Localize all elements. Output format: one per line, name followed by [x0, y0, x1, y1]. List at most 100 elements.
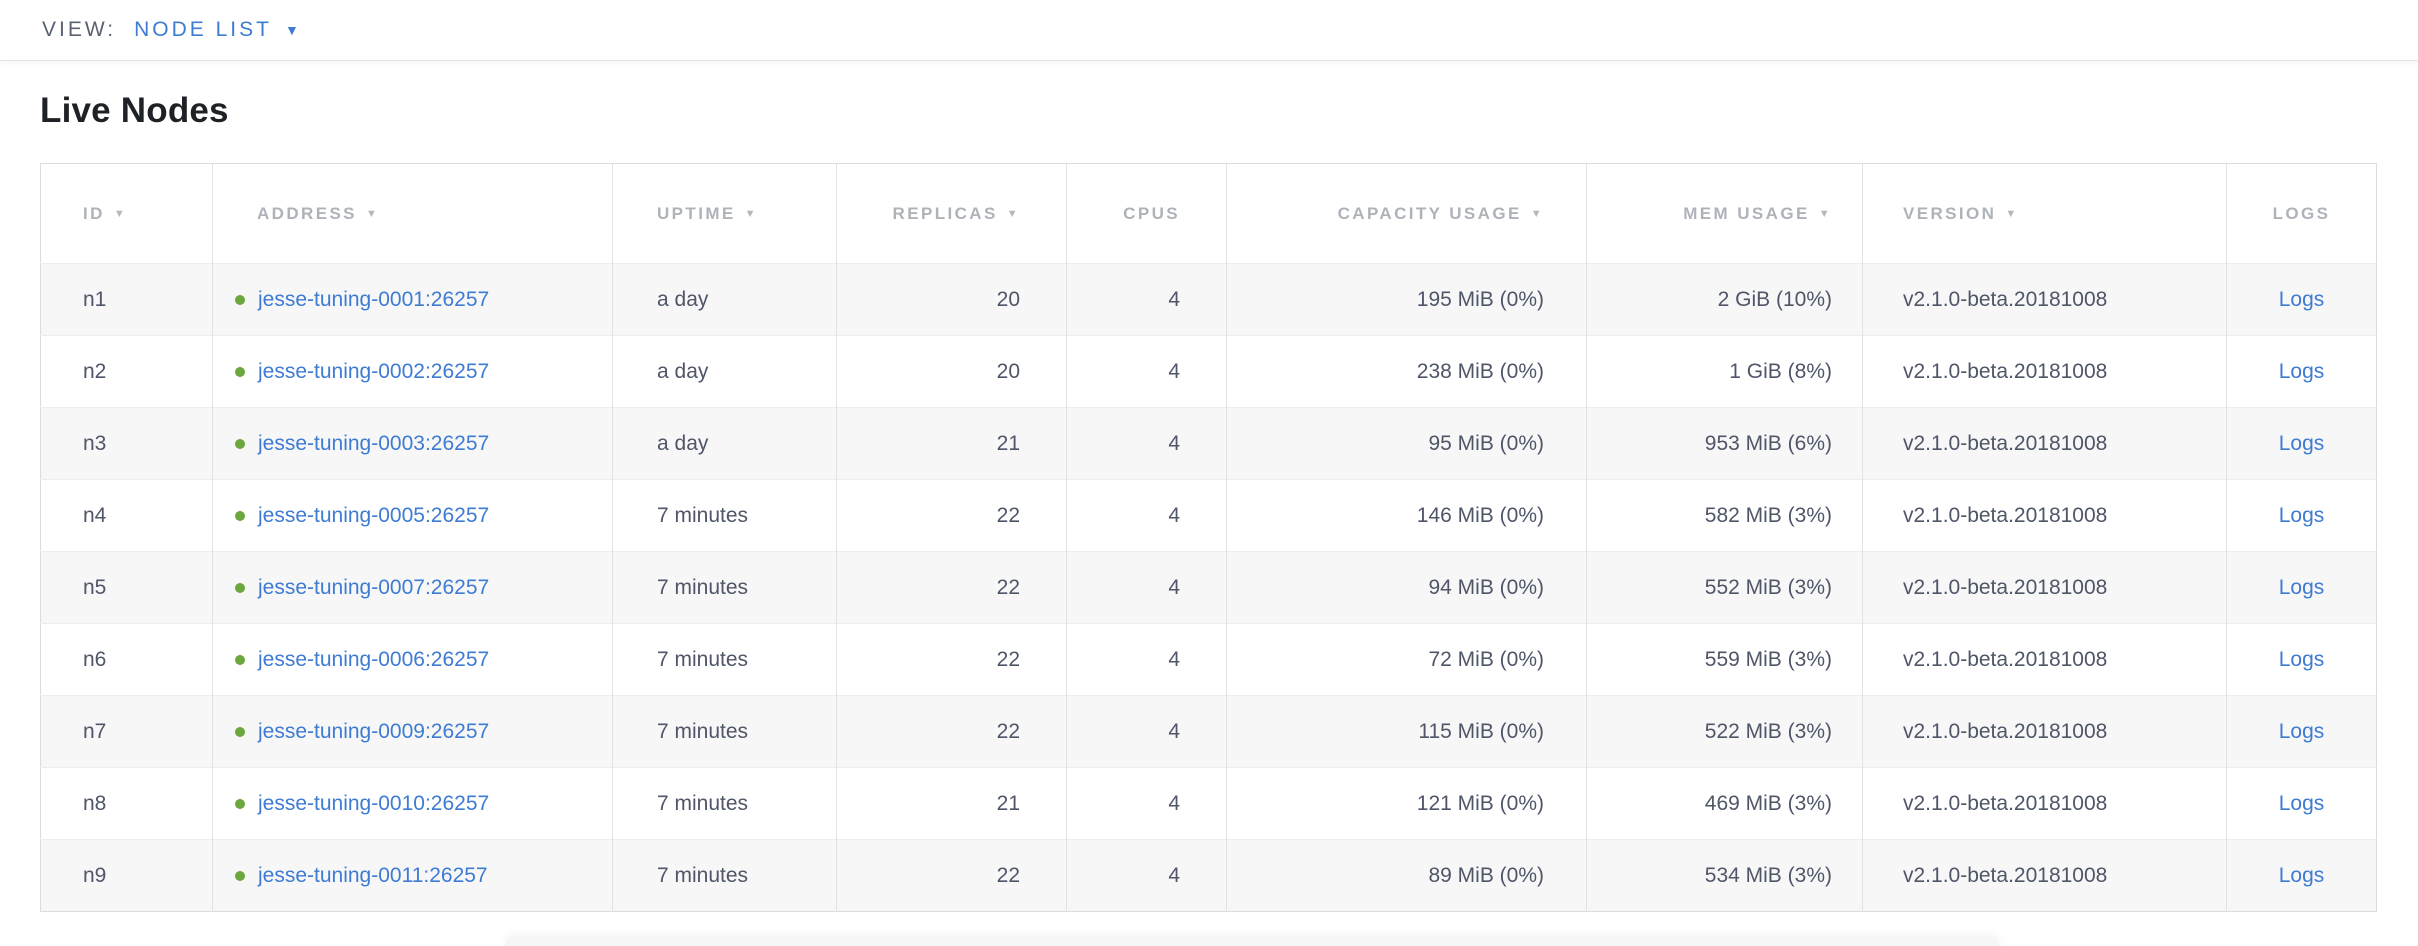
- column-header-label: CPUS: [1123, 203, 1180, 223]
- cell-version: v2.1.0-beta.20181008: [1862, 551, 2227, 624]
- logs-link[interactable]: Logs: [2278, 791, 2325, 815]
- column-header-label: LOGS: [2272, 203, 2331, 223]
- node-address-link[interactable]: jesse-tuning-0007:26257: [258, 575, 490, 599]
- column-header-mem[interactable]: MEM USAGE ▼: [1586, 163, 1863, 264]
- cell-capacity: 121 MiB (0%): [1226, 767, 1587, 840]
- node-status-dot: [235, 870, 245, 881]
- node-address-link[interactable]: jesse-tuning-0005:26257: [258, 503, 490, 527]
- column-header-logs: LOGS: [2226, 163, 2377, 264]
- cell-version: v2.1.0-beta.20181008: [1862, 479, 2227, 552]
- cell-version: v2.1.0-beta.20181008: [1862, 335, 2227, 408]
- node-address-link[interactable]: jesse-tuning-0010:26257: [258, 791, 490, 815]
- cell-replicas: 22: [836, 551, 1067, 624]
- cell-mem: 582 MiB (3%): [1586, 479, 1863, 552]
- cell-id: n9: [40, 839, 213, 912]
- sort-desc-icon: ▼: [2005, 207, 2019, 220]
- logs-link[interactable]: Logs: [2278, 359, 2325, 383]
- column-header-address[interactable]: ADDRESS ▼: [212, 163, 613, 264]
- cell-mem: 559 MiB (3%): [1586, 623, 1863, 696]
- column-header-replicas[interactable]: REPLICAS ▼: [836, 163, 1067, 264]
- column-header-label: CAPACITY USAGE: [1337, 203, 1522, 223]
- cell-cpus: 4: [1066, 407, 1227, 480]
- cell-mem: 552 MiB (3%): [1586, 551, 1863, 624]
- cell-cpus: 4: [1066, 839, 1227, 912]
- cell-mem: 522 MiB (3%): [1586, 695, 1863, 768]
- node-address-link[interactable]: jesse-tuning-0011:26257: [258, 863, 488, 887]
- cell-id: n8: [40, 767, 213, 840]
- cell-logs: Logs: [2226, 695, 2377, 768]
- table-body: n1 jesse-tuning-0001:26257 a day 20 4 195 MiB…: [40, 263, 2377, 912]
- column-header-uptime[interactable]: UPTIME ▼: [612, 163, 837, 264]
- node-status-dot: [235, 294, 245, 305]
- node-status-dot: [235, 582, 245, 593]
- cell-version: v2.1.0-beta.20181008: [1862, 839, 2227, 912]
- cell-address: jesse-tuning-0006:26257: [212, 623, 613, 696]
- cell-cpus: 4: [1066, 335, 1227, 408]
- cell-address: jesse-tuning-0005:26257: [212, 479, 613, 552]
- node-address-link[interactable]: jesse-tuning-0009:26257: [258, 719, 490, 743]
- cell-id: n2: [40, 335, 213, 408]
- cell-id: n7: [40, 695, 213, 768]
- cell-version: v2.1.0-beta.20181008: [1862, 407, 2227, 480]
- column-header-label: ID: [83, 203, 105, 223]
- logs-link[interactable]: Logs: [2278, 863, 2325, 887]
- cell-address: jesse-tuning-0011:26257: [212, 839, 613, 912]
- cell-logs: Logs: [2226, 335, 2377, 408]
- live-nodes-table: ID ▼ ADDRESS ▼ UPTIME ▼ REPLICAS ▼ CPUS CAPACITY …: [40, 163, 2377, 912]
- node-row-n7: n7 jesse-tuning-0009:26257 7 minutes 22 4 115…: [40, 695, 2377, 768]
- cell-logs: Logs: [2226, 623, 2377, 696]
- view-dropdown[interactable]: NODE LIST ▼: [134, 18, 299, 42]
- cell-capacity: 94 MiB (0%): [1226, 551, 1587, 624]
- column-header-label: UPTIME: [657, 203, 736, 223]
- logs-link[interactable]: Logs: [2278, 503, 2325, 527]
- cell-replicas: 21: [836, 407, 1067, 480]
- column-header-version[interactable]: VERSION ▼: [1862, 163, 2227, 264]
- node-status-dot: [235, 798, 245, 809]
- cell-replicas: 20: [836, 263, 1067, 336]
- cell-uptime: 7 minutes: [612, 695, 837, 768]
- logs-link[interactable]: Logs: [2278, 287, 2325, 311]
- cell-capacity: 89 MiB (0%): [1226, 839, 1587, 912]
- cell-id: n4: [40, 479, 213, 552]
- cell-id: n1: [40, 263, 213, 336]
- node-address-link[interactable]: jesse-tuning-0006:26257: [258, 647, 490, 671]
- node-status-dot: [235, 438, 245, 449]
- node-row-n8: n8 jesse-tuning-0010:26257 7 minutes 21 4 121…: [40, 767, 2377, 840]
- cell-logs: Logs: [2226, 479, 2377, 552]
- node-address-link[interactable]: jesse-tuning-0002:26257: [258, 359, 490, 383]
- column-header-capacity[interactable]: CAPACITY USAGE ▼: [1226, 163, 1587, 264]
- cell-logs: Logs: [2226, 551, 2377, 624]
- cell-address: jesse-tuning-0003:26257: [212, 407, 613, 480]
- cell-id: n6: [40, 623, 213, 696]
- cell-cpus: 4: [1066, 767, 1227, 840]
- logs-link[interactable]: Logs: [2278, 575, 2325, 599]
- cell-cpus: 4: [1066, 479, 1227, 552]
- node-row-n6: n6 jesse-tuning-0006:26257 7 minutes 22 4 72 …: [40, 623, 2377, 696]
- node-status-dot: [235, 726, 245, 737]
- cell-address: jesse-tuning-0009:26257: [212, 695, 613, 768]
- cell-capacity: 238 MiB (0%): [1226, 335, 1587, 408]
- chevron-down-icon: ▼: [284, 22, 299, 38]
- node-address-link[interactable]: jesse-tuning-0001:26257: [258, 287, 490, 311]
- node-address-link[interactable]: jesse-tuning-0003:26257: [258, 431, 490, 455]
- cell-capacity: 146 MiB (0%): [1226, 479, 1587, 552]
- cell-capacity: 195 MiB (0%): [1226, 263, 1587, 336]
- cell-replicas: 22: [836, 479, 1067, 552]
- node-status-dot: [235, 654, 245, 665]
- cell-uptime: 7 minutes: [612, 479, 837, 552]
- logs-link[interactable]: Logs: [2278, 647, 2325, 671]
- logs-link[interactable]: Logs: [2278, 719, 2325, 743]
- node-row-n5: n5 jesse-tuning-0007:26257 7 minutes 22 4 94 …: [40, 551, 2377, 624]
- cell-address: jesse-tuning-0001:26257: [212, 263, 613, 336]
- cell-logs: Logs: [2226, 407, 2377, 480]
- page-title: Live Nodes: [40, 91, 229, 130]
- column-header-label: ADDRESS: [257, 203, 357, 223]
- cell-version: v2.1.0-beta.20181008: [1862, 767, 2227, 840]
- cell-version: v2.1.0-beta.20181008: [1862, 263, 2227, 336]
- cell-uptime: a day: [612, 263, 837, 336]
- column-header-id[interactable]: ID ▼: [40, 163, 213, 264]
- node-row-n2: n2 jesse-tuning-0002:26257 a day 20 4 238 MiB…: [40, 335, 2377, 408]
- cell-uptime: 7 minutes: [612, 767, 837, 840]
- logs-link[interactable]: Logs: [2278, 431, 2325, 455]
- sort-desc-icon: ▼: [744, 207, 758, 220]
